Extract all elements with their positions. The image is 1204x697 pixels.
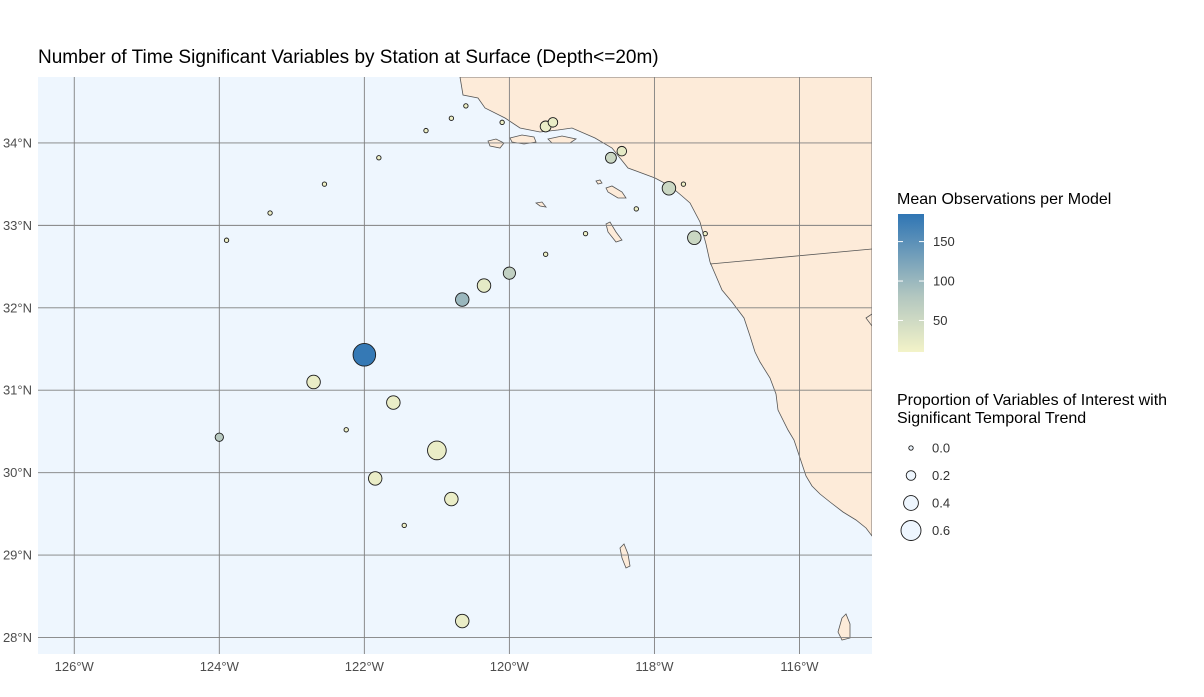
color-legend-ticks: 50 100 150 <box>898 234 955 328</box>
island-cedros <box>837 613 851 641</box>
station-point[interactable] <box>368 471 383 486</box>
color-tick-label: 100 <box>933 274 955 289</box>
y-tick-label: 31°N <box>3 383 32 398</box>
island-san-miguel <box>487 138 505 149</box>
gulf-edge <box>865 313 872 327</box>
color-legend: Mean Observations per Model 50 100 150 <box>897 191 1111 352</box>
island-santa-catalina <box>605 185 627 199</box>
y-axis-ticks: 28°N 29°N 30°N 31°N 32°N 33°N 34°N <box>3 135 32 645</box>
map-title: Number of Time Significant Variables by … <box>38 47 659 68</box>
station-point[interactable] <box>616 145 628 157</box>
size-key-label: 0.0 <box>932 441 950 456</box>
station-point[interactable] <box>223 237 230 243</box>
island-santa-rosa <box>509 134 537 145</box>
size-legend-title-line1: Proportion of Variables of Interest with <box>897 392 1167 409</box>
station-point[interactable] <box>376 155 382 161</box>
color-tick-label: 50 <box>933 313 947 328</box>
y-tick-label: 30°N <box>3 465 32 480</box>
island-san-nicolas <box>535 201 547 208</box>
station-point[interactable] <box>543 251 549 257</box>
island-santa-cruz <box>547 135 578 144</box>
size-key-symbol <box>903 495 919 511</box>
station-point[interactable] <box>448 115 455 121</box>
color-tick-label: 150 <box>933 234 955 249</box>
x-tick-label: 126°W <box>55 659 95 674</box>
station-point[interactable] <box>680 181 687 187</box>
station-point[interactable] <box>687 230 702 245</box>
station-point[interactable] <box>605 151 617 164</box>
mainland-land <box>459 77 872 537</box>
size-key-symbol <box>905 470 917 481</box>
island-san-clemente <box>605 221 623 243</box>
station-point[interactable] <box>633 206 639 212</box>
island-santa-barbara <box>595 179 603 185</box>
x-axis-ticks: 126°W 124°W 122°W 120°W 118°W 116°W <box>55 659 820 674</box>
station-point[interactable] <box>547 117 559 128</box>
x-tick-label: 122°W <box>345 659 385 674</box>
station-point[interactable] <box>214 432 224 442</box>
size-key-label: 0.4 <box>932 496 950 511</box>
station-point[interactable] <box>321 181 328 187</box>
station-point[interactable] <box>455 613 470 629</box>
x-tick-label: 118°W <box>635 659 674 674</box>
station-point[interactable] <box>499 119 505 125</box>
size-key-label: 0.2 <box>932 468 950 483</box>
station-point[interactable] <box>427 440 447 461</box>
station-point[interactable] <box>476 278 492 293</box>
station-point[interactable] <box>455 292 470 307</box>
map-layers <box>38 77 872 654</box>
station-point[interactable] <box>661 181 677 196</box>
station-point[interactable] <box>702 230 708 237</box>
size-key-symbol <box>908 445 914 451</box>
station-point[interactable] <box>343 427 349 433</box>
station-markers <box>214 103 708 629</box>
island-guadalupe <box>619 543 631 569</box>
station-point[interactable] <box>502 266 516 280</box>
y-tick-label: 33°N <box>3 218 32 233</box>
size-legend-title-line2: Significant Temporal Trend <box>897 410 1086 427</box>
y-tick-label: 32°N <box>3 300 32 315</box>
size-key-label: 0.6 <box>932 523 950 538</box>
station-point[interactable] <box>386 395 401 410</box>
color-legend-title: Mean Observations per Model <box>897 191 1111 208</box>
station-point[interactable] <box>444 491 459 507</box>
station-point[interactable] <box>306 374 321 390</box>
station-point[interactable] <box>267 210 273 216</box>
border-line <box>709 248 872 265</box>
station-point[interactable] <box>463 103 469 109</box>
size-legend-keys: 0.0 0.2 0.4 0.6 <box>900 441 950 541</box>
station-point[interactable] <box>423 127 429 134</box>
x-tick-label: 120°W <box>490 659 530 674</box>
x-tick-label: 116°W <box>780 659 819 674</box>
y-tick-label: 29°N <box>3 548 32 563</box>
x-tick-label: 124°W <box>200 659 240 674</box>
station-point[interactable] <box>352 343 377 367</box>
y-tick-label: 28°N <box>3 630 32 645</box>
station-point[interactable] <box>582 230 589 237</box>
size-legend: Proportion of Variables of Interest with… <box>897 392 1167 541</box>
y-tick-label: 34°N <box>3 135 32 150</box>
size-key-symbol <box>900 520 922 541</box>
station-point[interactable] <box>401 522 407 529</box>
color-legend-bar <box>898 214 924 352</box>
graticule <box>38 77 872 654</box>
